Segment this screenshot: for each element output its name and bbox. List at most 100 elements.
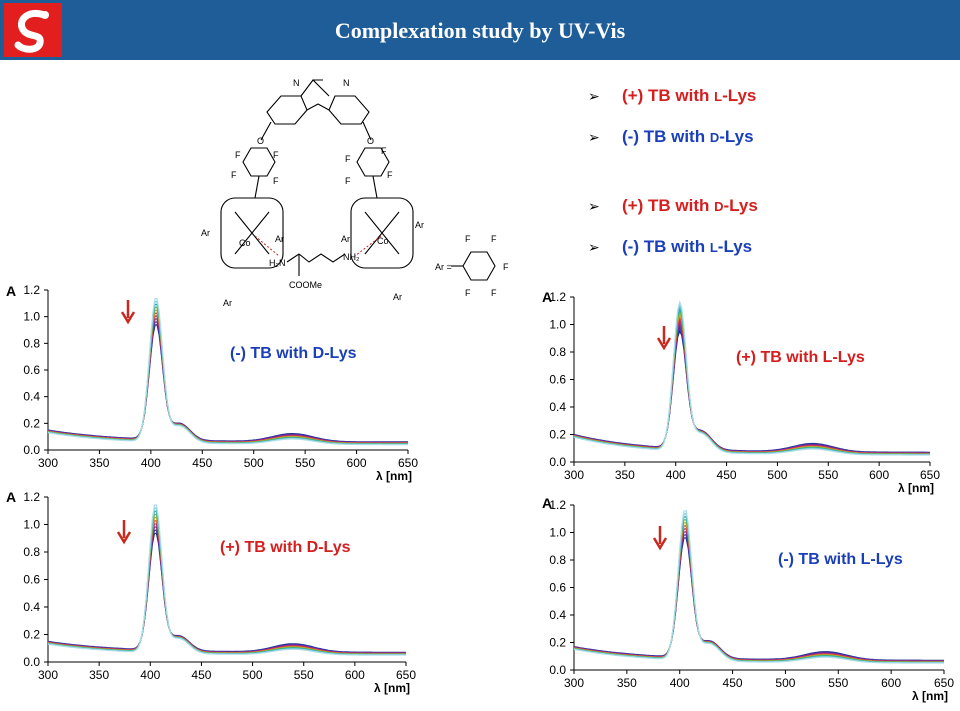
y-tick-label: 0.6 (549, 373, 566, 387)
y-tick-label: 0.4 (23, 390, 40, 404)
series-line (573, 509, 944, 664)
series-line (47, 516, 406, 655)
structure-label-f: F (387, 170, 393, 180)
bullet-item: ➢ (-) TB with L-Lys (588, 237, 948, 263)
series-line (47, 321, 408, 443)
series-line (573, 525, 944, 663)
x-tick-label: 450 (717, 468, 737, 482)
structure-label-coome: COOMe (289, 280, 322, 290)
page-title: Complexation study by UV-Vis (334, 18, 626, 43)
logo (4, 3, 62, 57)
series-line (47, 504, 407, 656)
x-axis-label: λ [nm] (374, 681, 410, 695)
x-axis-label: λ [nm] (912, 689, 948, 703)
x-tick-label: 300 (38, 668, 58, 682)
series-line (573, 312, 930, 455)
x-tick-label: 600 (345, 668, 365, 682)
structure-label-f: F (345, 154, 351, 164)
y-tick-label: 0.0 (23, 443, 40, 457)
series-line (573, 518, 944, 663)
y-axis-label: A (542, 289, 552, 305)
x-tick-label: 650 (398, 456, 418, 470)
down-arrow-icon (656, 337, 672, 351)
x-tick-label: 400 (670, 676, 690, 690)
structure-label-n: N (343, 78, 350, 88)
y-tick-label: 1.0 (23, 518, 40, 532)
y-tick-label: 1.2 (23, 283, 40, 297)
arrow-bullet-icon: ➢ (588, 130, 600, 146)
y-tick-label: 1.0 (549, 526, 566, 540)
x-tick-label: 300 (564, 676, 584, 690)
structure-label-co: Co (239, 238, 251, 248)
series-line (47, 300, 408, 445)
structure-label-f: F (345, 176, 351, 186)
x-tick-label: 600 (869, 468, 889, 482)
bullet-label: (-) TB with D-Lys (622, 127, 754, 146)
series-line (573, 319, 930, 454)
x-tick-label: 500 (244, 456, 264, 470)
structure-label-ar: Ar (223, 298, 232, 306)
y-tick-label: 1.2 (23, 490, 40, 504)
x-tick-label: 550 (828, 676, 848, 690)
y-tick-label: 0.2 (549, 636, 566, 650)
bullet-item: ➢ (-) TB with D-Lys (588, 127, 948, 153)
series-line (47, 510, 406, 655)
y-tick-label: 0.0 (23, 655, 40, 669)
structure-label-ar: Ar (393, 292, 402, 302)
y-tick-label: 0.8 (549, 553, 566, 567)
spectrum-chart: 300 350 400 450 500 550 600 650 0.0 0.2 0.4 0.6 0.8 1… (542, 495, 954, 703)
chart-annotation: (-) TB with D-Lys (230, 345, 357, 362)
x-tick-label: 300 (38, 456, 58, 470)
spectrum-chart: 300 350 400 450 500 550 600 650 0.0 0.2 0.4 0.6 0.8 1… (6, 283, 418, 483)
x-tick-label: 500 (775, 676, 795, 690)
x-tick-label: 450 (191, 668, 211, 682)
structure-label-nh2: NH₂ (343, 252, 360, 262)
x-tick-label: 500 (243, 668, 263, 682)
structure-label-o: O (257, 136, 264, 146)
y-tick-label: 0.8 (23, 336, 40, 350)
x-tick-label: 550 (818, 468, 838, 482)
structure-label-f: F (465, 288, 471, 298)
structure-label-f: F (381, 146, 387, 156)
arrow-bullet-icon: ➢ (588, 240, 600, 256)
series-line (47, 309, 408, 444)
structure-label-f: F (235, 150, 241, 160)
x-tick-label: 650 (396, 668, 416, 682)
chart-annotation: (+) TB with L-Lys (736, 349, 865, 366)
chart-annotation: (+) TB with D-Lys (220, 539, 351, 556)
series-line (47, 323, 408, 443)
y-tick-label: 0.6 (23, 573, 40, 587)
x-tick-label: 450 (192, 456, 212, 470)
bullet-item: ➢ (+) TB with D-Lys (588, 196, 948, 222)
y-tick-label: 0.6 (23, 363, 40, 377)
series-line (573, 528, 944, 662)
structure-label-h2n: H₂N (269, 258, 286, 268)
structure-label-ar: Ar (275, 234, 284, 244)
series-line (573, 522, 944, 663)
y-tick-label: 1.2 (549, 290, 566, 304)
down-arrow-icon (116, 531, 132, 545)
y-tick-label: 0.8 (549, 345, 566, 359)
structure-label-ar: Ar (201, 228, 210, 238)
x-tick-label: 300 (564, 468, 584, 482)
down-arrow-icon (652, 537, 668, 551)
y-tick-label: 0.2 (23, 416, 40, 430)
structure-label-f: F (231, 170, 237, 180)
series-line (573, 306, 930, 455)
bullet-label: (+) TB with D-Lys (622, 196, 758, 215)
bullet-item: ➢ (+) TB with L-Lys (588, 86, 948, 112)
x-tick-label: 600 (347, 456, 367, 470)
series-line (47, 513, 406, 655)
x-tick-label: 350 (89, 668, 109, 682)
x-tick-label: 400 (140, 668, 160, 682)
spectrum-chart: 300 350 400 450 500 550 600 650 0.0 0.2 0.4 0.6 0.8 1… (6, 489, 416, 695)
x-tick-label: 650 (920, 468, 940, 482)
arrow-bullet-icon: ➢ (588, 199, 600, 215)
y-tick-label: 0.8 (23, 545, 40, 559)
series-line (573, 512, 944, 664)
series-line (47, 315, 408, 444)
series-line (47, 507, 406, 656)
structure-label-f: F (491, 234, 497, 244)
y-axis-label: A (6, 283, 16, 299)
series-line (573, 322, 930, 454)
